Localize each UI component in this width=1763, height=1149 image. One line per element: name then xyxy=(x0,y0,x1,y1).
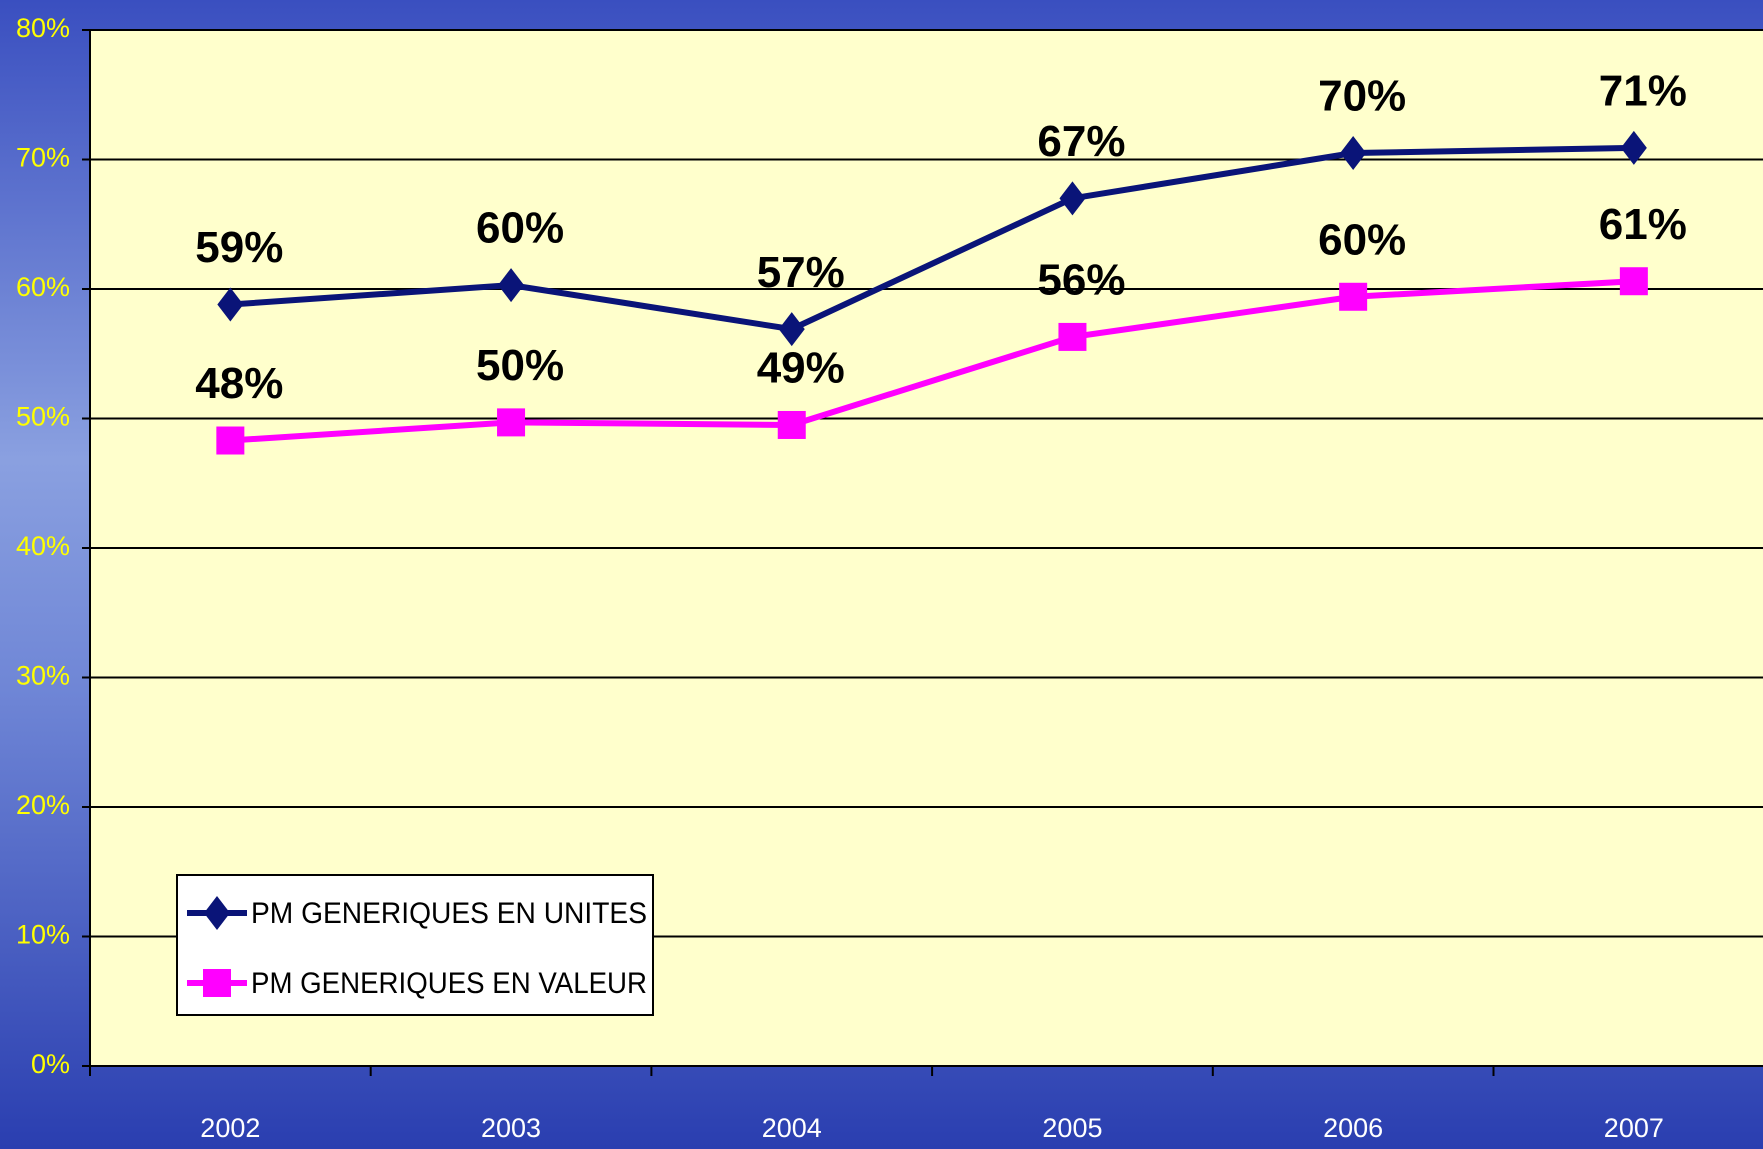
x-tick-label: 2003 xyxy=(481,1113,541,1143)
point xyxy=(777,410,806,439)
y-tick-label: 10% xyxy=(16,920,70,950)
point xyxy=(204,896,230,930)
x-tick-label: 2006 xyxy=(1323,1113,1383,1143)
y-tick-label: 80% xyxy=(16,13,70,43)
point xyxy=(1340,136,1367,171)
data-label: 48% xyxy=(195,359,283,408)
y-tick-label: 50% xyxy=(16,402,70,432)
y-tick-label: 60% xyxy=(16,272,70,302)
data-label: 70% xyxy=(1318,72,1406,121)
legend-label: PM GENERIQUES EN UNITES xyxy=(251,897,647,930)
data-label: 61% xyxy=(1599,200,1687,249)
x-tick-label: 2002 xyxy=(200,1113,260,1143)
x-tick-label: 2004 xyxy=(762,1113,822,1143)
data-label: 59% xyxy=(195,223,283,272)
point xyxy=(216,426,245,455)
y-tick-label: 40% xyxy=(16,531,70,561)
x-tick-label: 2007 xyxy=(1604,1113,1664,1143)
point xyxy=(203,969,231,997)
y-tick-label: 20% xyxy=(16,790,70,820)
point xyxy=(1619,267,1648,296)
point xyxy=(1339,282,1368,311)
y-tick-label: 30% xyxy=(16,661,70,691)
legend-label: PM GENERIQUES EN VALEUR xyxy=(251,967,647,1000)
y-tick-label: 70% xyxy=(16,143,70,173)
x-tick-label: 2005 xyxy=(1042,1113,1102,1143)
data-label: 50% xyxy=(476,341,564,390)
legend-box xyxy=(176,874,654,1016)
series-line xyxy=(230,144,1634,333)
data-label: 57% xyxy=(757,248,845,297)
data-label: 67% xyxy=(1037,117,1125,166)
data-label: 56% xyxy=(1037,256,1125,305)
data-label: 49% xyxy=(757,344,845,393)
point xyxy=(1620,130,1647,165)
point xyxy=(1059,181,1086,216)
point xyxy=(497,408,526,437)
point xyxy=(1058,322,1087,351)
data-label: 60% xyxy=(476,204,564,253)
data-label: 60% xyxy=(1318,215,1406,264)
series-line xyxy=(230,278,1635,444)
data-label: 71% xyxy=(1599,66,1687,115)
point xyxy=(217,287,244,322)
point xyxy=(498,268,525,303)
y-tick-label: 0% xyxy=(31,1049,70,1079)
point xyxy=(778,312,805,347)
